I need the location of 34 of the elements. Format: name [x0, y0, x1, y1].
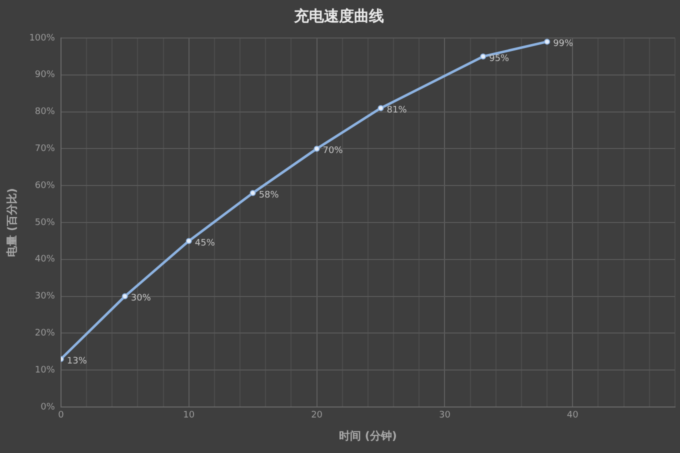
y-tick-label: 0%	[40, 402, 56, 412]
point	[186, 238, 192, 244]
y-tick-label: 100%	[29, 33, 56, 44]
y-tick-label: 10%	[34, 365, 56, 376]
y-tick-label: 80%	[34, 107, 56, 118]
data-label: 95%	[489, 54, 510, 64]
data-label: 99%	[553, 39, 574, 50]
y-tick-label: 40%	[34, 254, 56, 265]
point	[544, 38, 550, 45]
data-label: 30%	[130, 294, 152, 304]
y-tick-label: 20%	[34, 328, 56, 339]
point	[250, 190, 256, 196]
y-tick-label: 30%	[34, 292, 56, 302]
y-tick-label: 60%	[34, 180, 56, 191]
data-label: 13%	[66, 356, 88, 366]
point	[122, 293, 128, 300]
y-axis-title: 电量 (百分比)	[5, 188, 18, 257]
data-label: 81%	[386, 105, 408, 116]
x-tick-label: 40	[566, 410, 579, 421]
data-label: 58%	[258, 190, 280, 200]
y-tick-label: 90%	[34, 70, 56, 80]
x-tick-label: 10	[183, 410, 195, 421]
data-label: 70%	[322, 146, 344, 156]
point	[314, 146, 320, 152]
data-label: 45%	[194, 238, 216, 248]
x-tick-label: 20	[311, 410, 323, 421]
y-tick-label: 70%	[34, 144, 56, 154]
x-axis-title: 时间 (分钟)	[339, 429, 397, 442]
point	[480, 53, 486, 60]
y-tick-label: 50%	[34, 218, 56, 228]
chart-title: 充电速度曲线	[293, 6, 384, 25]
x-tick-label: 30	[438, 410, 451, 421]
point	[378, 105, 384, 112]
x-tick-label: 0	[58, 410, 64, 421]
